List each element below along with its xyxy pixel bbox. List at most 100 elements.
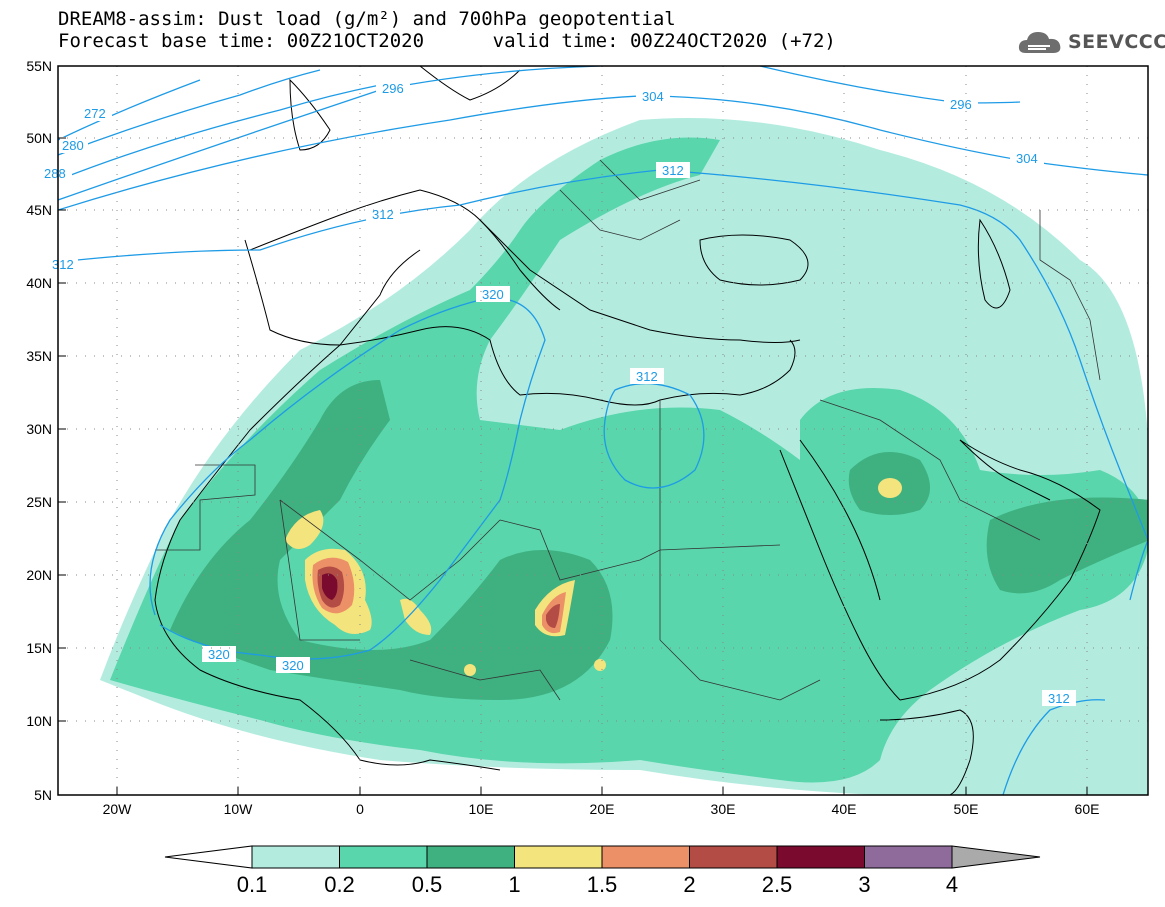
lon-labels: 20W 10W 0 10E 20E 30E 40E 50E 60E xyxy=(103,801,1100,817)
contour-label: 312 xyxy=(662,163,684,178)
contour-label: 272 xyxy=(84,106,106,121)
title-line-2: Forecast base time: 00Z21OCT2020 valid t… xyxy=(58,30,836,52)
border-niger-chad xyxy=(499,519,661,640)
colorbar-swatch xyxy=(601,845,690,869)
colorbar-label: 0.1 xyxy=(236,872,268,897)
lat-label: 25N xyxy=(26,494,52,510)
coastline-horn xyxy=(879,709,974,795)
lat-label: 20N xyxy=(26,567,52,583)
axis-ticks xyxy=(58,65,1088,795)
lon-label: 0 xyxy=(356,801,364,817)
lat-label: 30N xyxy=(26,421,52,437)
lon-label: 10E xyxy=(469,801,494,817)
colorbar-swatch xyxy=(426,845,515,869)
lat-label: 45N xyxy=(26,202,52,218)
colorbar-swatch xyxy=(689,845,778,869)
border-algeria xyxy=(279,499,501,601)
contour-label: 312 xyxy=(372,207,394,222)
contour-label: 288 xyxy=(44,166,66,181)
border-libya-egypt xyxy=(659,400,781,551)
colorbar-label: 4 xyxy=(945,872,959,897)
colorbar-label: 0.2 xyxy=(324,872,355,897)
country-borders xyxy=(155,159,1101,701)
contour-label: 312 xyxy=(52,257,74,272)
dust-band-1-f xyxy=(464,664,476,676)
dust-band-0.5 xyxy=(170,380,613,700)
contour-288 xyxy=(58,84,381,181)
contour-320-east xyxy=(1129,539,1148,601)
contour-label: 320 xyxy=(208,647,230,662)
coastline-black-sea xyxy=(699,234,809,286)
coastline-red-sea xyxy=(779,439,901,701)
geopotential-contours xyxy=(58,66,1148,795)
title-line-1: DREAM8-assim: Dust load (g/m²) and 700hP… xyxy=(58,8,676,30)
colorbar-label: 2 xyxy=(683,872,696,897)
contour-label: 304 xyxy=(642,89,664,104)
contour-320 xyxy=(149,297,546,660)
coastline-scandinavia xyxy=(419,66,521,101)
border-iran xyxy=(1039,210,1101,381)
border-nigeria xyxy=(409,659,561,701)
contour-label: 280 xyxy=(62,138,84,153)
contour-312 xyxy=(58,169,1148,541)
colorbar-high-arrow xyxy=(951,845,1041,869)
contour-label: 296 xyxy=(950,97,972,112)
coastline-italy xyxy=(479,219,561,311)
lon-label: 50E xyxy=(954,801,979,817)
border-saudi xyxy=(819,399,1041,541)
colorbar-label: 1.5 xyxy=(586,872,618,897)
lat-label: 55N xyxy=(26,58,52,74)
map-frame xyxy=(57,65,1149,796)
dust-band-1-e xyxy=(594,659,606,671)
coastline-europe xyxy=(249,189,801,343)
coastline-arabia xyxy=(899,439,1101,701)
contour-label: 304 xyxy=(1016,151,1038,166)
dust-band-1-arabia xyxy=(878,478,902,498)
lat-labels: 55N 50N 45N 40N 35N 30N 25N 20N 15N 10N … xyxy=(26,58,52,803)
lon-label: 10W xyxy=(224,801,254,817)
border-sudan xyxy=(659,639,821,701)
colorbar-swatch xyxy=(864,845,953,869)
lat-label: 35N xyxy=(26,348,52,364)
coastline-british-isles xyxy=(289,78,331,151)
contour-label: 296 xyxy=(382,81,404,96)
lat-label: 10N xyxy=(26,713,52,729)
map-title: DREAM8-assim: Dust load (g/m²) and 700hP… xyxy=(58,8,836,52)
contour-296 xyxy=(58,66,1021,201)
lon-label: 60E xyxy=(1075,801,1100,817)
dust-field xyxy=(100,118,1148,795)
colorbar xyxy=(164,845,1041,869)
contour-label: 320 xyxy=(482,287,504,302)
seevccc-logo: SEEVCCC xyxy=(1016,27,1165,57)
logo-text: SEEVCCC xyxy=(1068,31,1165,53)
coastline-caspian xyxy=(977,218,1011,309)
coastline-africa-west xyxy=(154,344,501,771)
colorbar-label: 2.5 xyxy=(761,872,793,897)
colorbar-label: 0.5 xyxy=(411,872,443,897)
contour-label: 312 xyxy=(1048,691,1070,706)
dust-band-2.5 xyxy=(322,573,338,600)
contour-280 xyxy=(58,69,321,156)
contour-312-south xyxy=(1002,699,1106,795)
contour-label: 320 xyxy=(282,658,304,673)
contour-labels: 272 280 288 296 304 296 304 312 312 312 … xyxy=(44,80,1076,706)
lon-label: 40E xyxy=(832,801,857,817)
lat-label: 50N xyxy=(26,130,52,146)
dust-band-2-b xyxy=(546,604,560,628)
colorbar-label: 3 xyxy=(858,872,871,897)
contour-label: 312 xyxy=(636,369,658,384)
colorbar-swatch xyxy=(251,845,340,869)
colorbar-low-arrow xyxy=(164,845,253,869)
dust-band-0.5-east xyxy=(986,497,1148,594)
border-western-sahara xyxy=(155,464,256,551)
colorbar-swatch xyxy=(514,845,603,869)
lat-label: 15N xyxy=(26,640,52,656)
dust-band-1-b xyxy=(285,510,324,549)
colorbar-swatch xyxy=(776,845,865,869)
coastline-iberia xyxy=(244,239,421,346)
coastlines xyxy=(154,66,1101,795)
colorbar-label: 1 xyxy=(508,872,521,897)
cloud-icon xyxy=(1018,32,1061,53)
coastline-mediterranean xyxy=(339,326,796,406)
